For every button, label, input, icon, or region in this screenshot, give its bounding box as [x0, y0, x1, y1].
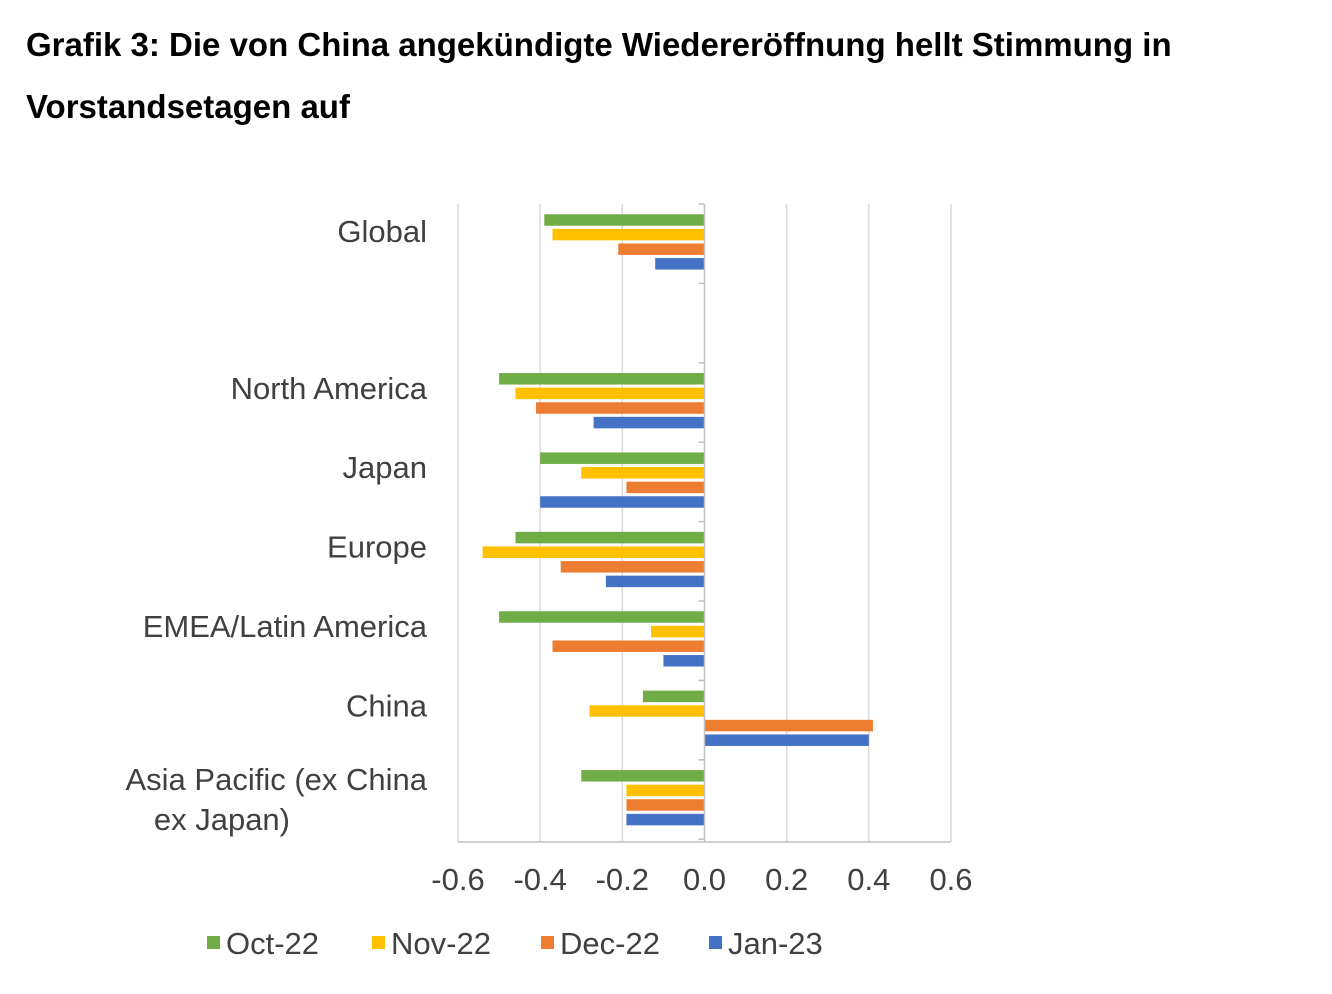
bar	[499, 611, 705, 623]
x-tick-label: 0.4	[847, 862, 890, 897]
x-tick-label: 0.0	[683, 862, 726, 897]
bar	[593, 416, 705, 429]
bar	[544, 214, 705, 226]
legend-label: Nov-22	[391, 926, 491, 961]
bar	[515, 387, 705, 400]
legend-swatch	[709, 936, 722, 949]
bar	[626, 799, 705, 811]
x-tick-label: -0.6	[431, 862, 484, 897]
category-label: China	[346, 688, 428, 723]
bar	[626, 784, 705, 797]
legend-swatch	[541, 936, 554, 949]
category-label: North America	[231, 371, 428, 406]
bar	[482, 546, 705, 558]
legend: Oct-22 Nov-22 Dec-22 Jan-23	[207, 926, 823, 961]
category-label: EMEA/Latin America	[143, 609, 428, 644]
bar	[626, 481, 705, 494]
bars	[482, 214, 873, 826]
category-label: Global	[337, 214, 427, 249]
legend-swatch	[372, 936, 385, 949]
category-label: ex Japan)	[154, 802, 290, 837]
x-tick-label: 0.2	[765, 862, 808, 897]
bar	[663, 655, 705, 667]
axes	[458, 203, 951, 843]
category-label: Asia Pacific (ex China	[125, 762, 427, 797]
bar	[581, 770, 705, 782]
bar	[560, 561, 705, 573]
legend-label: Dec-22	[560, 926, 660, 961]
bar	[626, 813, 705, 826]
x-tick-label: 0.6	[929, 862, 972, 897]
bar	[589, 705, 705, 717]
bar	[552, 640, 705, 652]
bar	[552, 228, 705, 241]
bar	[499, 373, 705, 385]
x-tick-label: -0.4	[513, 862, 566, 897]
bar	[651, 625, 705, 638]
legend-swatch	[207, 936, 220, 949]
bar	[540, 452, 705, 464]
legend-label: Oct-22	[226, 926, 319, 961]
bar	[515, 531, 705, 544]
bar	[655, 258, 705, 270]
bar	[540, 496, 705, 508]
legend-label: Jan-23	[728, 926, 823, 961]
bar	[581, 467, 705, 479]
category-label: Europe	[327, 530, 427, 565]
chart-title: Grafik 3: Die von China angekündigte Wie…	[26, 26, 1172, 125]
bar	[536, 402, 705, 414]
category-label: Japan	[343, 450, 427, 485]
category-labels: Global North America Japan Europe EMEA/Latin…	[125, 214, 427, 837]
bar	[618, 243, 705, 255]
x-tick-label: -0.2	[596, 862, 649, 897]
x-tick-labels: -0.6 -0.4 -0.2 0.0 0.2 0.4 0.6	[431, 862, 972, 897]
bar	[704, 734, 869, 746]
bar	[704, 719, 873, 732]
bar	[642, 690, 705, 703]
bar	[605, 575, 705, 588]
